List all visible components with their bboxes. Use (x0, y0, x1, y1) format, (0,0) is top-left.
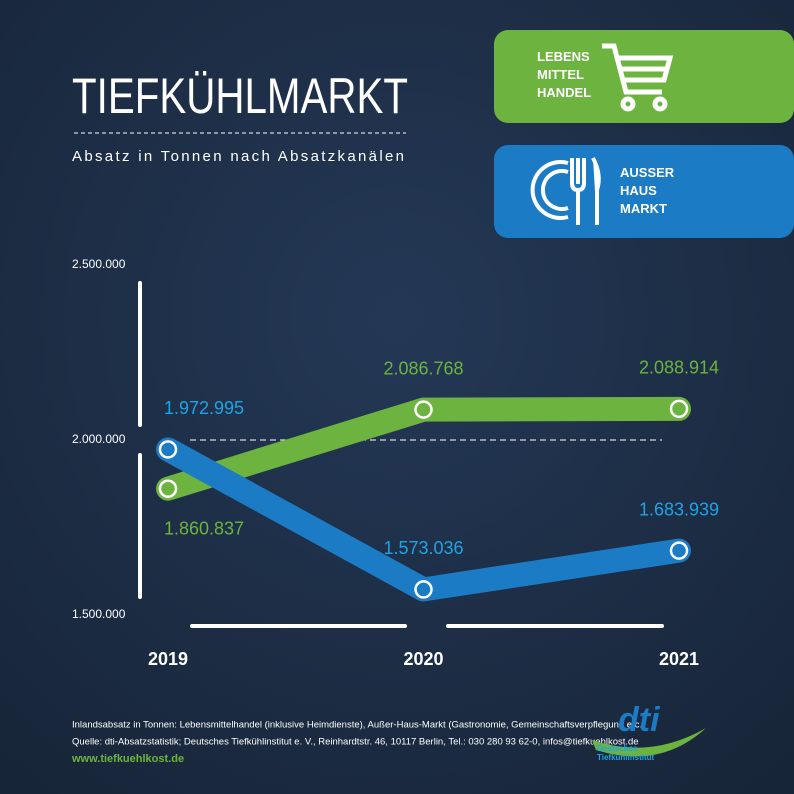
legend-entry: AUSSER HAUS MARKT (620, 165, 675, 216)
footer-note: Inlandsabsatz in Tonnen: Lebensmittelhan… (72, 720, 645, 731)
cart-icon (602, 43, 674, 112)
chart-title: TIEFKÜHLMARKT (72, 68, 408, 124)
point (669, 541, 689, 560)
data-label: 1.683.939 (639, 499, 719, 519)
x-tick-label: 2021 (659, 649, 699, 669)
point (414, 400, 433, 419)
data-label: 2.086.768 (383, 358, 463, 378)
logo: dti (618, 701, 661, 739)
axis-decoration (138, 281, 664, 628)
data-label: 1.972.995 (164, 398, 244, 418)
y-tick-label: 1.500.000 (72, 607, 126, 621)
point (158, 479, 178, 498)
point (158, 440, 178, 459)
footer-source: Quelle: dti-Absatzstatistik; Deutsches T… (72, 737, 639, 748)
logo-caption-box: Deutsches Tiefkühlinstitut (597, 744, 655, 762)
plot: 1.500.000 2.000.000 2.500.000 2019 2020 2021 1… (72, 257, 719, 669)
legend-label: AUSSER HAUS MARKT (620, 165, 675, 216)
point (669, 399, 689, 419)
point (414, 580, 433, 599)
y-tick-label: 2.500.000 (72, 257, 126, 271)
legend-box (494, 30, 794, 123)
y-tick-label: 2.000.000 (72, 432, 126, 446)
data-label: 1.860.837 (164, 518, 244, 538)
legend-label: LEBENS MITTEL HANDEL (537, 49, 592, 100)
cutlery-icon (530, 157, 601, 225)
x-tick-label: 2020 (403, 649, 443, 669)
footer-website: www.tiefkuehlkost.de (71, 753, 184, 765)
legend-entry: LEBENS MITTEL HANDEL (537, 49, 592, 100)
x-tick-label: 2019 (148, 649, 188, 669)
data-label: 1.573.036 (383, 538, 463, 558)
data-label: 2.088.914 (639, 358, 719, 378)
logo-caption: Deutsches Tiefkühlinstitut (597, 744, 655, 762)
logo-swoosh (592, 728, 706, 757)
chart-subtitle: Absatz in Tonnen nach Absatzkanälen (72, 148, 404, 165)
legend-box (494, 145, 794, 238)
